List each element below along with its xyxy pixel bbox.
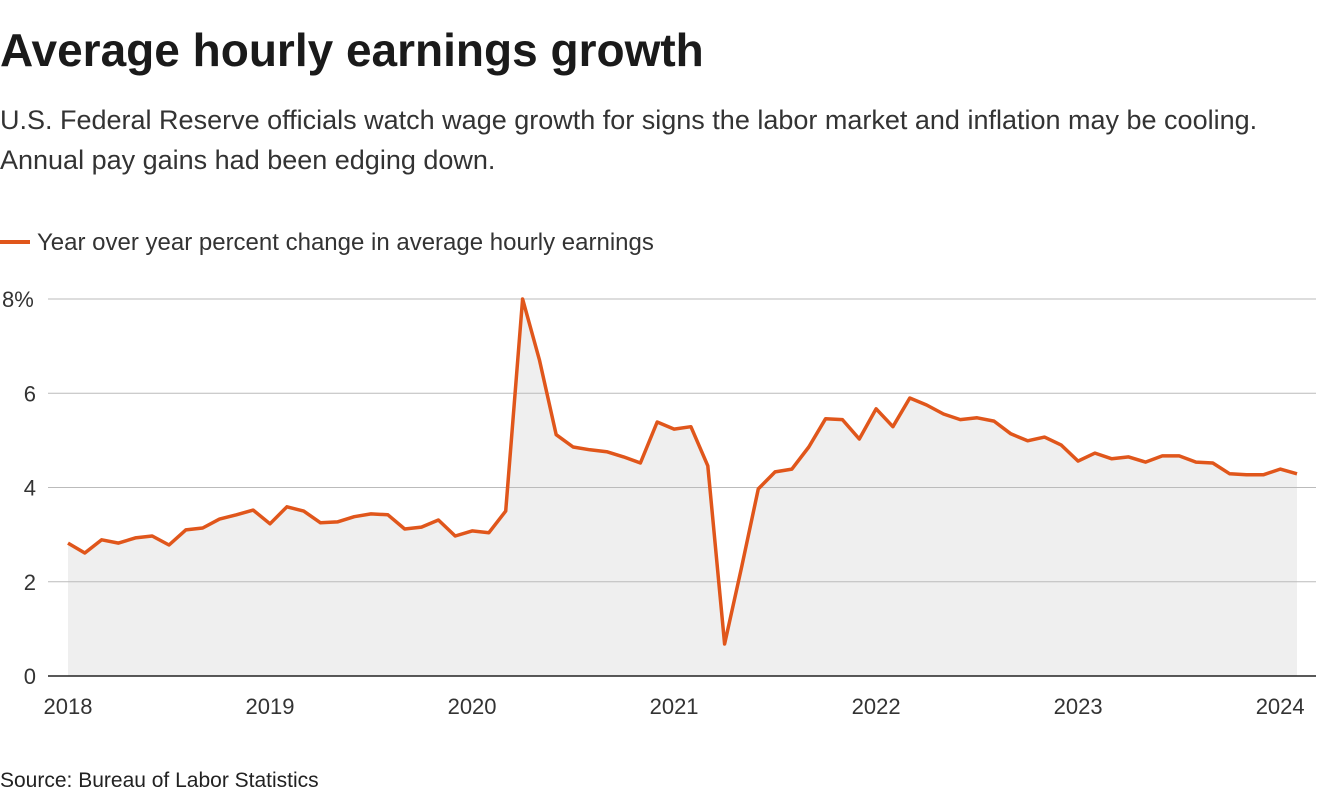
line xyxy=(67,297,1298,646)
y-tick-label: 4 xyxy=(24,476,36,501)
x-tick-label: 2024 xyxy=(1256,694,1305,719)
subtitle-box: U.S. Federal Reserve officials watch wag… xyxy=(0,105,1258,175)
y-tick-label: 0 xyxy=(24,664,36,689)
chart-title: Average hourly earnings growth xyxy=(0,24,704,76)
y-tick-label: 8% xyxy=(2,287,34,312)
x-tick-label: 2019 xyxy=(246,694,295,719)
chart-subtitle: U.S. Federal Reserve officials watch wag… xyxy=(0,105,1258,175)
x-tick-label: 2018 xyxy=(44,694,93,719)
y-tick-label: 6 xyxy=(24,381,36,406)
x-tick-label: 2021 xyxy=(650,694,699,719)
x-tick-label: 2022 xyxy=(852,694,901,719)
x-tick-label: 2020 xyxy=(448,694,497,719)
y-tick-label: 2 xyxy=(24,570,36,595)
x-tick-label: 2023 xyxy=(1054,694,1103,719)
source: Source: Bureau of Labor Statistics xyxy=(0,769,319,792)
legend-label: Year over year percent change in average… xyxy=(37,229,654,256)
